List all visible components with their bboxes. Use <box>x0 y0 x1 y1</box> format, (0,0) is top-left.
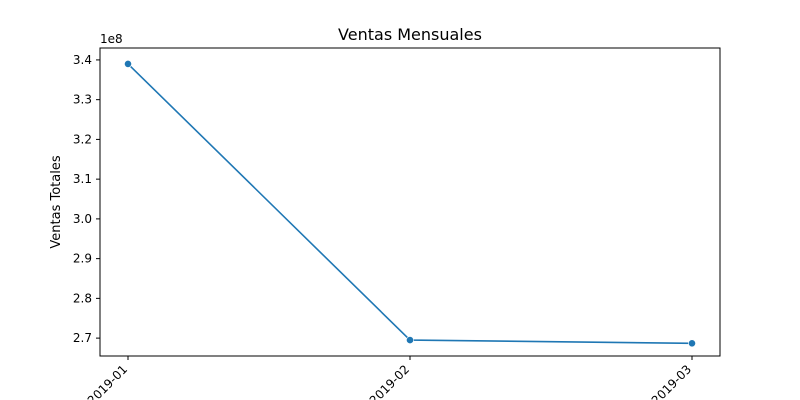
x-tick-label: 2019-01 <box>85 362 130 400</box>
y-tick-label: 2.9 <box>73 252 92 266</box>
data-point <box>124 59 132 68</box>
y-axis-label: Ventas Totales <box>49 155 64 248</box>
series-line <box>127 63 693 345</box>
y-tick-label: 2.8 <box>73 291 92 305</box>
x-tick-label: 2019-02 <box>367 362 412 400</box>
y-tick-label: 3.3 <box>73 93 92 107</box>
y-tick-label: 2.7 <box>73 331 92 345</box>
y-tick-label: 3.0 <box>73 212 92 226</box>
x-tick-label: 2019-03 <box>649 362 694 400</box>
y-tick-label: 3.1 <box>73 172 92 186</box>
data-point <box>406 336 414 345</box>
y-tick-label: 3.4 <box>73 53 92 67</box>
chart-title: Ventas Mensuales <box>338 25 482 44</box>
plot-area: 2.7 2.8 2.9 3.0 3.1 3.2 3.3 3.4 2019-01 2019-02 20… <box>73 47 721 400</box>
y-tick-label: 3.2 <box>73 132 92 146</box>
axes-frame <box>99 47 721 357</box>
data-point <box>688 339 696 348</box>
y-axis-offset-label: 1e8 <box>100 32 123 46</box>
